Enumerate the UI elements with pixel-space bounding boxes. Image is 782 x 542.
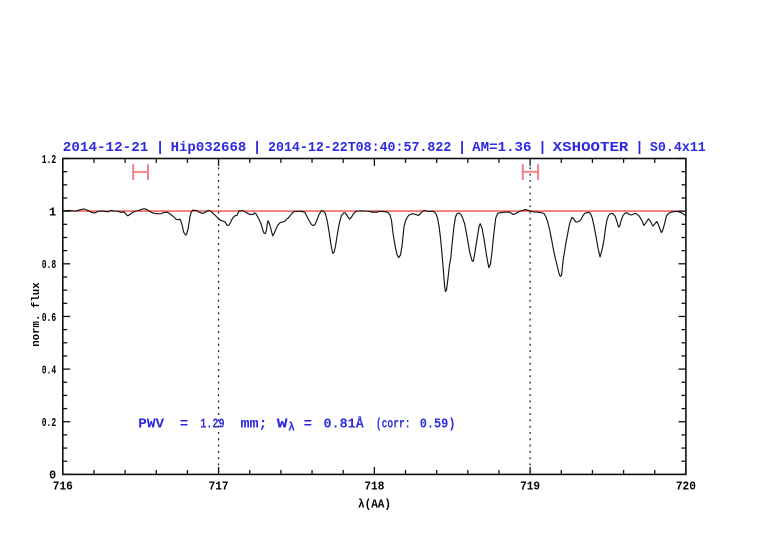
svg-text:λ: λ xyxy=(288,422,295,435)
svg-text:717: 717 xyxy=(209,480,229,494)
svg-text:λ(AA): λ(AA) xyxy=(358,498,391,512)
svg-text:1: 1 xyxy=(49,205,56,219)
svg-text:|: | xyxy=(253,140,261,156)
svg-text:|: | xyxy=(156,140,164,156)
svg-text:=: = xyxy=(304,417,312,433)
svg-text:PWV: PWV xyxy=(138,417,164,433)
svg-text:0.59): 0.59) xyxy=(420,417,456,433)
svg-text:0.6: 0.6 xyxy=(42,311,57,325)
svg-text:0.4: 0.4 xyxy=(42,363,57,377)
svg-text:W: W xyxy=(277,417,289,433)
svg-text:2014-12-21: 2014-12-21 xyxy=(63,140,149,156)
svg-text:718: 718 xyxy=(364,480,384,494)
svg-text:S0.4x11: S0.4x11 xyxy=(650,140,706,156)
svg-text:=: = xyxy=(180,417,188,433)
svg-text:AM=1.36: AM=1.36 xyxy=(472,140,531,156)
svg-text:719: 719 xyxy=(520,480,540,494)
svg-text:|: | xyxy=(458,140,466,156)
svg-text:1.29: 1.29 xyxy=(200,417,224,433)
svg-text:0.8: 0.8 xyxy=(42,258,57,272)
svg-text:720: 720 xyxy=(676,480,696,494)
svg-text:716: 716 xyxy=(53,480,73,494)
svg-text:0: 0 xyxy=(49,469,56,483)
svg-text:|: | xyxy=(635,140,643,156)
svg-text:Hip032668: Hip032668 xyxy=(171,140,247,156)
svg-text:1.2: 1.2 xyxy=(42,153,57,167)
svg-text:2014-12-22T08:40:57.822: 2014-12-22T08:40:57.822 xyxy=(268,140,451,156)
svg-text:0.81Å: 0.81Å xyxy=(324,416,365,433)
svg-text:|: | xyxy=(538,140,546,156)
svg-text:0.2: 0.2 xyxy=(42,416,57,430)
svg-text:mm;: mm; xyxy=(241,417,268,433)
svg-text:norm. flux: norm. flux xyxy=(31,282,43,347)
svg-text:(corr:: (corr: xyxy=(376,417,411,433)
svg-text:XSHOOTER: XSHOOTER xyxy=(553,140,629,156)
